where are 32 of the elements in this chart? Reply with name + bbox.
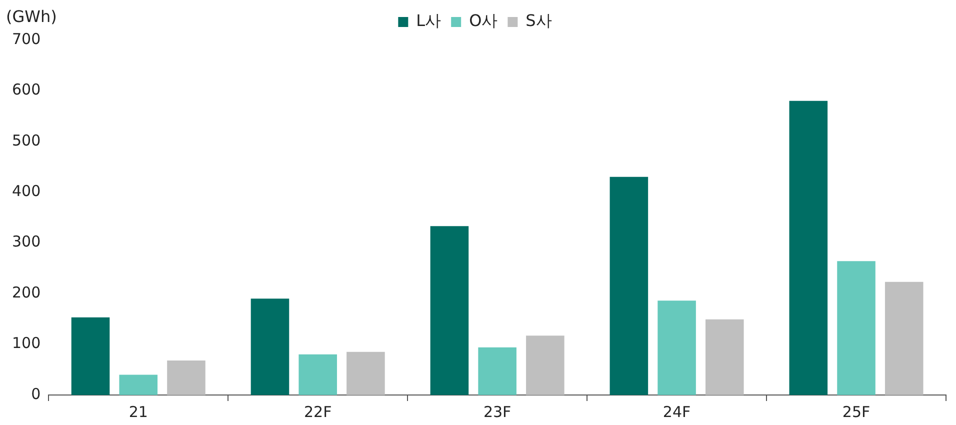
bar: [298, 354, 337, 395]
x-tick-label: 23F: [483, 402, 512, 421]
y-tick-label: 100: [12, 334, 41, 352]
legend-label: S사: [526, 11, 552, 30]
bar: [884, 282, 924, 395]
bar: [706, 319, 744, 395]
bar: [526, 336, 564, 395]
y-tick-label: 200: [12, 283, 41, 302]
bar: [430, 226, 469, 395]
legend-label: L사: [416, 11, 442, 30]
legend-label: O사: [469, 11, 498, 30]
y-tick-label: 500: [12, 131, 41, 150]
bar: [837, 261, 876, 395]
x-tick-label: 22F: [304, 402, 332, 421]
bar: [610, 176, 648, 395]
bar: [250, 298, 290, 395]
y-tick-label: 0: [31, 384, 41, 403]
y-tick-label: 300: [12, 232, 41, 251]
y-tick-label: 600: [12, 80, 41, 99]
bar: [71, 317, 110, 395]
bar: [478, 347, 516, 395]
bar: [167, 360, 206, 395]
bar: [119, 374, 158, 395]
x-tick-label: 24F: [662, 402, 691, 421]
bar: [789, 100, 828, 395]
bar: [346, 352, 385, 395]
y-tick-label: 700: [12, 30, 41, 48]
y-axis-title: (GWh): [6, 7, 57, 26]
bar: [658, 300, 696, 395]
y-tick-label: 400: [12, 182, 41, 200]
x-tick-label: 25F: [842, 402, 870, 421]
x-tick-label: 21: [128, 402, 148, 421]
